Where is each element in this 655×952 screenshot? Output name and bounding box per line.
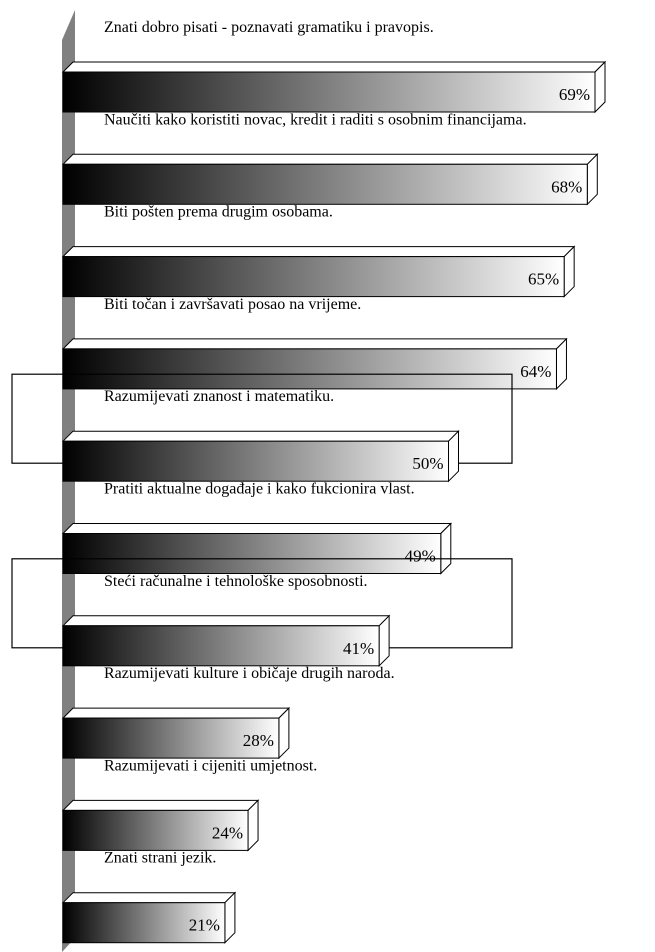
bar-top-face <box>61 707 291 719</box>
bar-top-face <box>61 61 607 73</box>
data-label: 28% <box>243 731 274 750</box>
data-label: 41% <box>343 639 374 658</box>
bar <box>62 71 596 113</box>
bar <box>62 717 280 759</box>
bar <box>62 902 226 944</box>
bar-group: Razumijevati kulture i običaje drugih na… <box>61 665 395 760</box>
bar-top-face <box>61 338 568 350</box>
bar <box>62 348 557 390</box>
category-label: Biti točan i završavati posao na vrijeme… <box>104 296 361 313</box>
data-label: 69% <box>559 85 590 104</box>
bar-top-face <box>61 799 260 811</box>
category-label: Biti pošten prema drugim osobama. <box>104 204 333 221</box>
bar <box>62 440 450 482</box>
bar-top-face <box>61 523 453 534</box>
data-label: 64% <box>520 362 551 381</box>
bar-group: Pratiti aktualne događaje i kako fukcion… <box>61 481 453 575</box>
data-label: 24% <box>212 823 243 842</box>
bar <box>62 163 588 205</box>
bar-group: Naučiti kako koristiti novac, kredit i r… <box>61 111 599 206</box>
category-label: Znati dobro pisati - poznavati gramatiku… <box>104 19 434 36</box>
bar-group: Znati strani jezik. 21% <box>61 850 237 944</box>
category-label: Razumijevati kulture i običaje drugih na… <box>104 665 395 682</box>
category-label: Znati strani jezik. <box>104 850 216 867</box>
data-label: 65% <box>528 270 559 289</box>
bar-top-face <box>61 615 391 627</box>
category-label: Razumijevati znanost i matematiku. <box>104 388 334 405</box>
data-label: 21% <box>189 916 220 935</box>
bar-group: Razumijevati znanost i matematiku. 50% <box>11 373 513 483</box>
bar-top-face <box>61 892 237 904</box>
data-label: 68% <box>551 177 582 196</box>
category-label: Pratiti aktualne događaje i kako fukcion… <box>104 481 415 498</box>
bar-group: Razumijevati i cijeniti umjetnost. 24% <box>61 757 317 852</box>
bar-top-face <box>61 430 460 442</box>
bar-group: Biti točan i završavati posao na vrijeme… <box>61 296 568 391</box>
bar <box>62 256 565 298</box>
bar <box>62 625 380 667</box>
bar <box>62 533 442 574</box>
bar-top-face <box>61 246 576 258</box>
bar <box>62 809 249 851</box>
bar-group: Znati dobro pisati - poznavati gramatiku… <box>61 19 607 114</box>
category-label: Naučiti kako koristiti novac, kredit i r… <box>104 111 527 128</box>
bar-top-face <box>61 153 599 165</box>
category-label: Steći računalne i tehnološke sposobnosti… <box>104 573 368 590</box>
bar-group: Steći računalne i tehnološke sposobnosti… <box>11 558 513 668</box>
bar-group: Biti pošten prema drugim osobama. 65% <box>61 204 576 298</box>
data-label: 49% <box>405 547 436 566</box>
category-label: Razumijevati i cijeniti umjetnost. <box>104 757 317 774</box>
data-label: 50% <box>412 454 443 473</box>
